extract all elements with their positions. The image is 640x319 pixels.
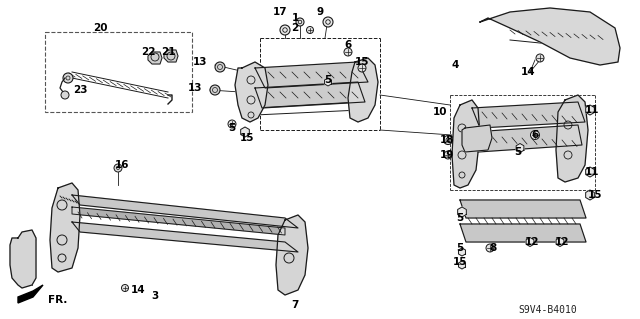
Text: 11: 11 (585, 105, 599, 115)
Polygon shape (255, 62, 368, 88)
Circle shape (307, 26, 314, 33)
Polygon shape (586, 167, 595, 177)
Text: 16: 16 (115, 160, 129, 170)
Polygon shape (235, 62, 268, 122)
Polygon shape (460, 224, 586, 242)
Circle shape (444, 151, 452, 159)
Text: 6: 6 (344, 40, 351, 50)
Polygon shape (324, 78, 332, 86)
Circle shape (531, 130, 540, 139)
Circle shape (296, 18, 304, 26)
Polygon shape (458, 261, 465, 269)
Circle shape (444, 136, 452, 145)
Polygon shape (72, 222, 298, 252)
Text: 19: 19 (440, 150, 454, 160)
Text: 8: 8 (490, 243, 497, 253)
Circle shape (122, 285, 129, 292)
Polygon shape (18, 285, 43, 303)
Text: 15: 15 (355, 57, 369, 67)
Polygon shape (50, 183, 80, 272)
Polygon shape (458, 248, 465, 256)
Text: 6: 6 (531, 130, 539, 140)
Text: 4: 4 (451, 60, 459, 70)
Circle shape (280, 25, 290, 35)
Polygon shape (148, 52, 162, 64)
Circle shape (228, 120, 236, 128)
Text: 13: 13 (193, 57, 207, 67)
Text: 13: 13 (188, 83, 202, 93)
Circle shape (344, 48, 352, 56)
Circle shape (210, 85, 220, 95)
Polygon shape (72, 207, 285, 235)
Text: FR.: FR. (48, 295, 67, 305)
Polygon shape (72, 195, 298, 228)
Circle shape (114, 164, 122, 172)
Circle shape (536, 54, 544, 62)
Polygon shape (458, 207, 467, 217)
Text: 7: 7 (291, 300, 299, 310)
Text: 5: 5 (515, 147, 522, 157)
Polygon shape (472, 125, 582, 152)
Polygon shape (276, 215, 308, 295)
Text: 17: 17 (273, 7, 287, 17)
Text: 15: 15 (452, 257, 467, 267)
Text: 12: 12 (525, 237, 540, 247)
Text: 10: 10 (433, 107, 447, 117)
Text: 5: 5 (456, 243, 463, 253)
Text: 3: 3 (152, 291, 159, 301)
Text: 11: 11 (585, 167, 599, 177)
Polygon shape (462, 125, 492, 152)
Text: 18: 18 (440, 135, 454, 145)
Text: 2: 2 (291, 23, 299, 33)
Polygon shape (10, 230, 36, 288)
Text: S9V4-B4010: S9V4-B4010 (518, 305, 577, 315)
Polygon shape (480, 8, 620, 65)
Polygon shape (452, 100, 480, 188)
Circle shape (63, 73, 73, 83)
Text: 5: 5 (456, 213, 463, 223)
Text: 14: 14 (131, 285, 145, 295)
Text: 21: 21 (161, 47, 175, 57)
Text: 1: 1 (291, 13, 299, 23)
Text: 5: 5 (324, 75, 332, 85)
Polygon shape (241, 127, 250, 137)
Circle shape (215, 62, 225, 72)
Text: 23: 23 (73, 85, 87, 95)
Bar (45, 32, 192, 112)
Polygon shape (472, 102, 585, 128)
Text: 15: 15 (588, 190, 602, 200)
Polygon shape (586, 105, 595, 115)
Polygon shape (516, 144, 524, 152)
Circle shape (61, 91, 69, 99)
Polygon shape (255, 82, 365, 108)
Circle shape (486, 244, 494, 252)
Polygon shape (586, 190, 595, 200)
Polygon shape (556, 238, 564, 247)
Polygon shape (164, 50, 178, 62)
Circle shape (323, 17, 333, 27)
Text: 20: 20 (93, 23, 108, 33)
Text: 22: 22 (141, 47, 156, 57)
Text: 5: 5 (228, 123, 236, 133)
Circle shape (358, 64, 366, 72)
Text: 12: 12 (555, 237, 569, 247)
Polygon shape (348, 58, 378, 122)
Text: 9: 9 (316, 7, 324, 17)
Text: 14: 14 (521, 67, 535, 77)
Text: 15: 15 (240, 133, 254, 143)
Polygon shape (556, 95, 588, 182)
Polygon shape (460, 200, 586, 218)
Polygon shape (526, 238, 534, 247)
